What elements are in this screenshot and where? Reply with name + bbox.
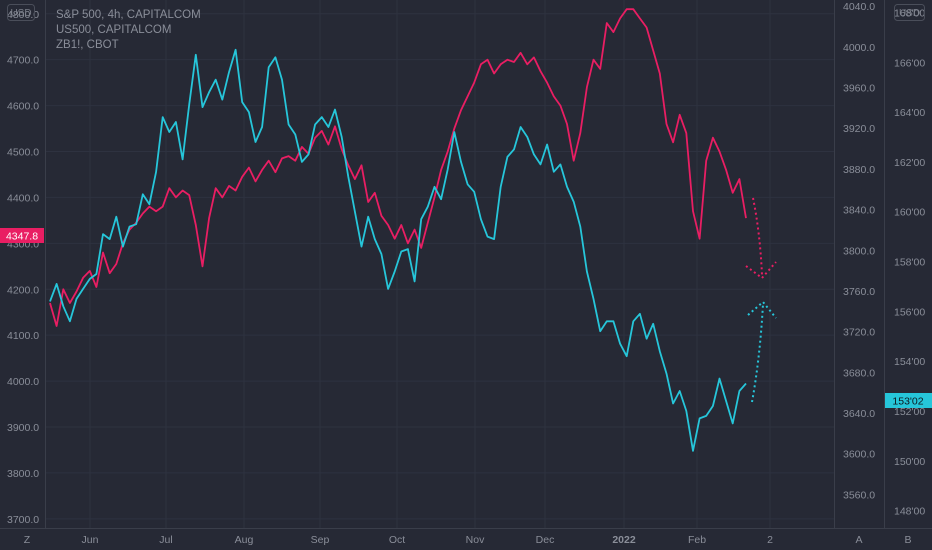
- series-line-zb: [49, 48, 747, 452]
- mid-axis-tick-5: 3840.0: [843, 205, 875, 217]
- mid-axis-ticks: 4040.0 4000.0 3960.0 3920.0 3880.0 3840.0 3800…: [843, 1, 875, 501]
- badge-zb: 153'02: [885, 393, 932, 408]
- left-axis-tick-11: 3700.0: [7, 514, 39, 526]
- right-axis-tick-5: 158'00: [894, 257, 925, 269]
- mid-axis-tick-8: 3720.0: [843, 327, 875, 339]
- right-axis-ticks: 168'00 166'00 164'00 162'00 160'00 158'00 156'…: [894, 7, 925, 517]
- time-axis-tick-4: Oct: [389, 534, 405, 546]
- corner-label-z[interactable]: Z: [24, 534, 31, 546]
- legend-series-zb: ZB1!, CBOT: [56, 39, 119, 51]
- legend-series-sp500: US500, CAPITALCOM: [56, 24, 171, 36]
- mid-axis-tick-9: 3680.0: [843, 367, 875, 379]
- right-axis-tick-7: 154'00: [894, 356, 925, 368]
- right-axis-tick-2: 164'00: [894, 107, 925, 119]
- time-axis-tick-2: Aug: [235, 534, 254, 546]
- time-axis-ticks: Jun Jul Aug Sep Oct Nov Dec 2022 Feb 2: [82, 534, 774, 546]
- mid-axis-tick-4: 3880.0: [843, 164, 875, 176]
- time-axis-tick-8: Feb: [688, 534, 706, 546]
- legend-title: S&P 500, 4h, CAPITALCOM: [56, 9, 201, 21]
- right-unit-label: USD: [899, 8, 920, 19]
- badge-sp500: 4347.8: [0, 228, 44, 243]
- right-axis-tick-8: 152'00: [894, 406, 925, 418]
- badge-sp500-value: 4347.8: [6, 231, 38, 243]
- grid-lines: [46, 0, 834, 528]
- time-axis-tick-7: 2022: [612, 534, 636, 546]
- time-axis-tick-3: Sep: [311, 534, 330, 546]
- left-axis-tick-2: 4600.0: [7, 101, 39, 113]
- corner-label-b[interactable]: B: [904, 534, 911, 546]
- right-axis-tick-4: 160'00: [894, 207, 925, 219]
- left-axis-tick-1: 4700.0: [7, 55, 39, 67]
- right-unit-button[interactable]: USD: [894, 4, 925, 21]
- left-axis-tick-7: 4100.0: [7, 330, 39, 342]
- left-axis-tick-10: 3800.0: [7, 468, 39, 480]
- right-axis-tick-0: 168'00: [894, 7, 925, 19]
- left-axis-tick-4: 4400.0: [7, 192, 39, 204]
- mid-axis-tick-3: 3920.0: [843, 123, 875, 135]
- mid-axis-tick-11: 3600.0: [843, 449, 875, 461]
- right-axis-tick-3: 162'00: [894, 157, 925, 169]
- mid-axis-tick-0: 4040.0: [843, 1, 875, 13]
- mid-axis-tick-1: 4000.0: [843, 42, 875, 54]
- right-axis-tick-9: 150'00: [894, 456, 925, 468]
- right-axis-tick-6: 156'00: [894, 306, 925, 318]
- right-axis-tick-1: 166'00: [894, 57, 925, 69]
- dotted-arrow-up: [747, 300, 777, 403]
- left-axis-tick-3: 4500.0: [7, 147, 39, 159]
- mid-axis-tick-7: 3760.0: [843, 286, 875, 298]
- dotted-arrow-down: [745, 197, 777, 280]
- time-axis-tick-5: Nov: [466, 534, 485, 546]
- time-axis-tick-0: Jun: [82, 534, 99, 546]
- mid-axis-tick-12: 3560.0: [843, 489, 875, 501]
- left-unit-label: USD: [10, 8, 31, 19]
- mid-axis-tick-2: 3960.0: [843, 82, 875, 94]
- time-axis-tick-9: 2: [767, 534, 773, 546]
- left-axis-tick-9: 3900.0: [7, 422, 39, 434]
- time-axis-tick-6: Dec: [536, 534, 555, 546]
- left-axis-tick-6: 4200.0: [7, 284, 39, 296]
- badge-zb-value: 153'02: [892, 396, 923, 408]
- mid-axis-tick-10: 3640.0: [843, 408, 875, 420]
- left-axis-tick-0: 4800.0: [7, 9, 39, 21]
- series-line-sp500: [49, 8, 747, 327]
- left-axis-tick-8: 4000.0: [7, 376, 39, 388]
- left-unit-button[interactable]: USD: [7, 4, 35, 21]
- left-axis-ticks: 4800.04700.04600.04500.04400.04300.04200…: [7, 9, 39, 526]
- right-axis-tick-10: 148'00: [894, 506, 925, 518]
- mid-axis-tick-6: 3800.0: [843, 245, 875, 257]
- time-axis-tick-1: Jul: [159, 534, 172, 546]
- corner-label-a[interactable]: A: [855, 534, 862, 546]
